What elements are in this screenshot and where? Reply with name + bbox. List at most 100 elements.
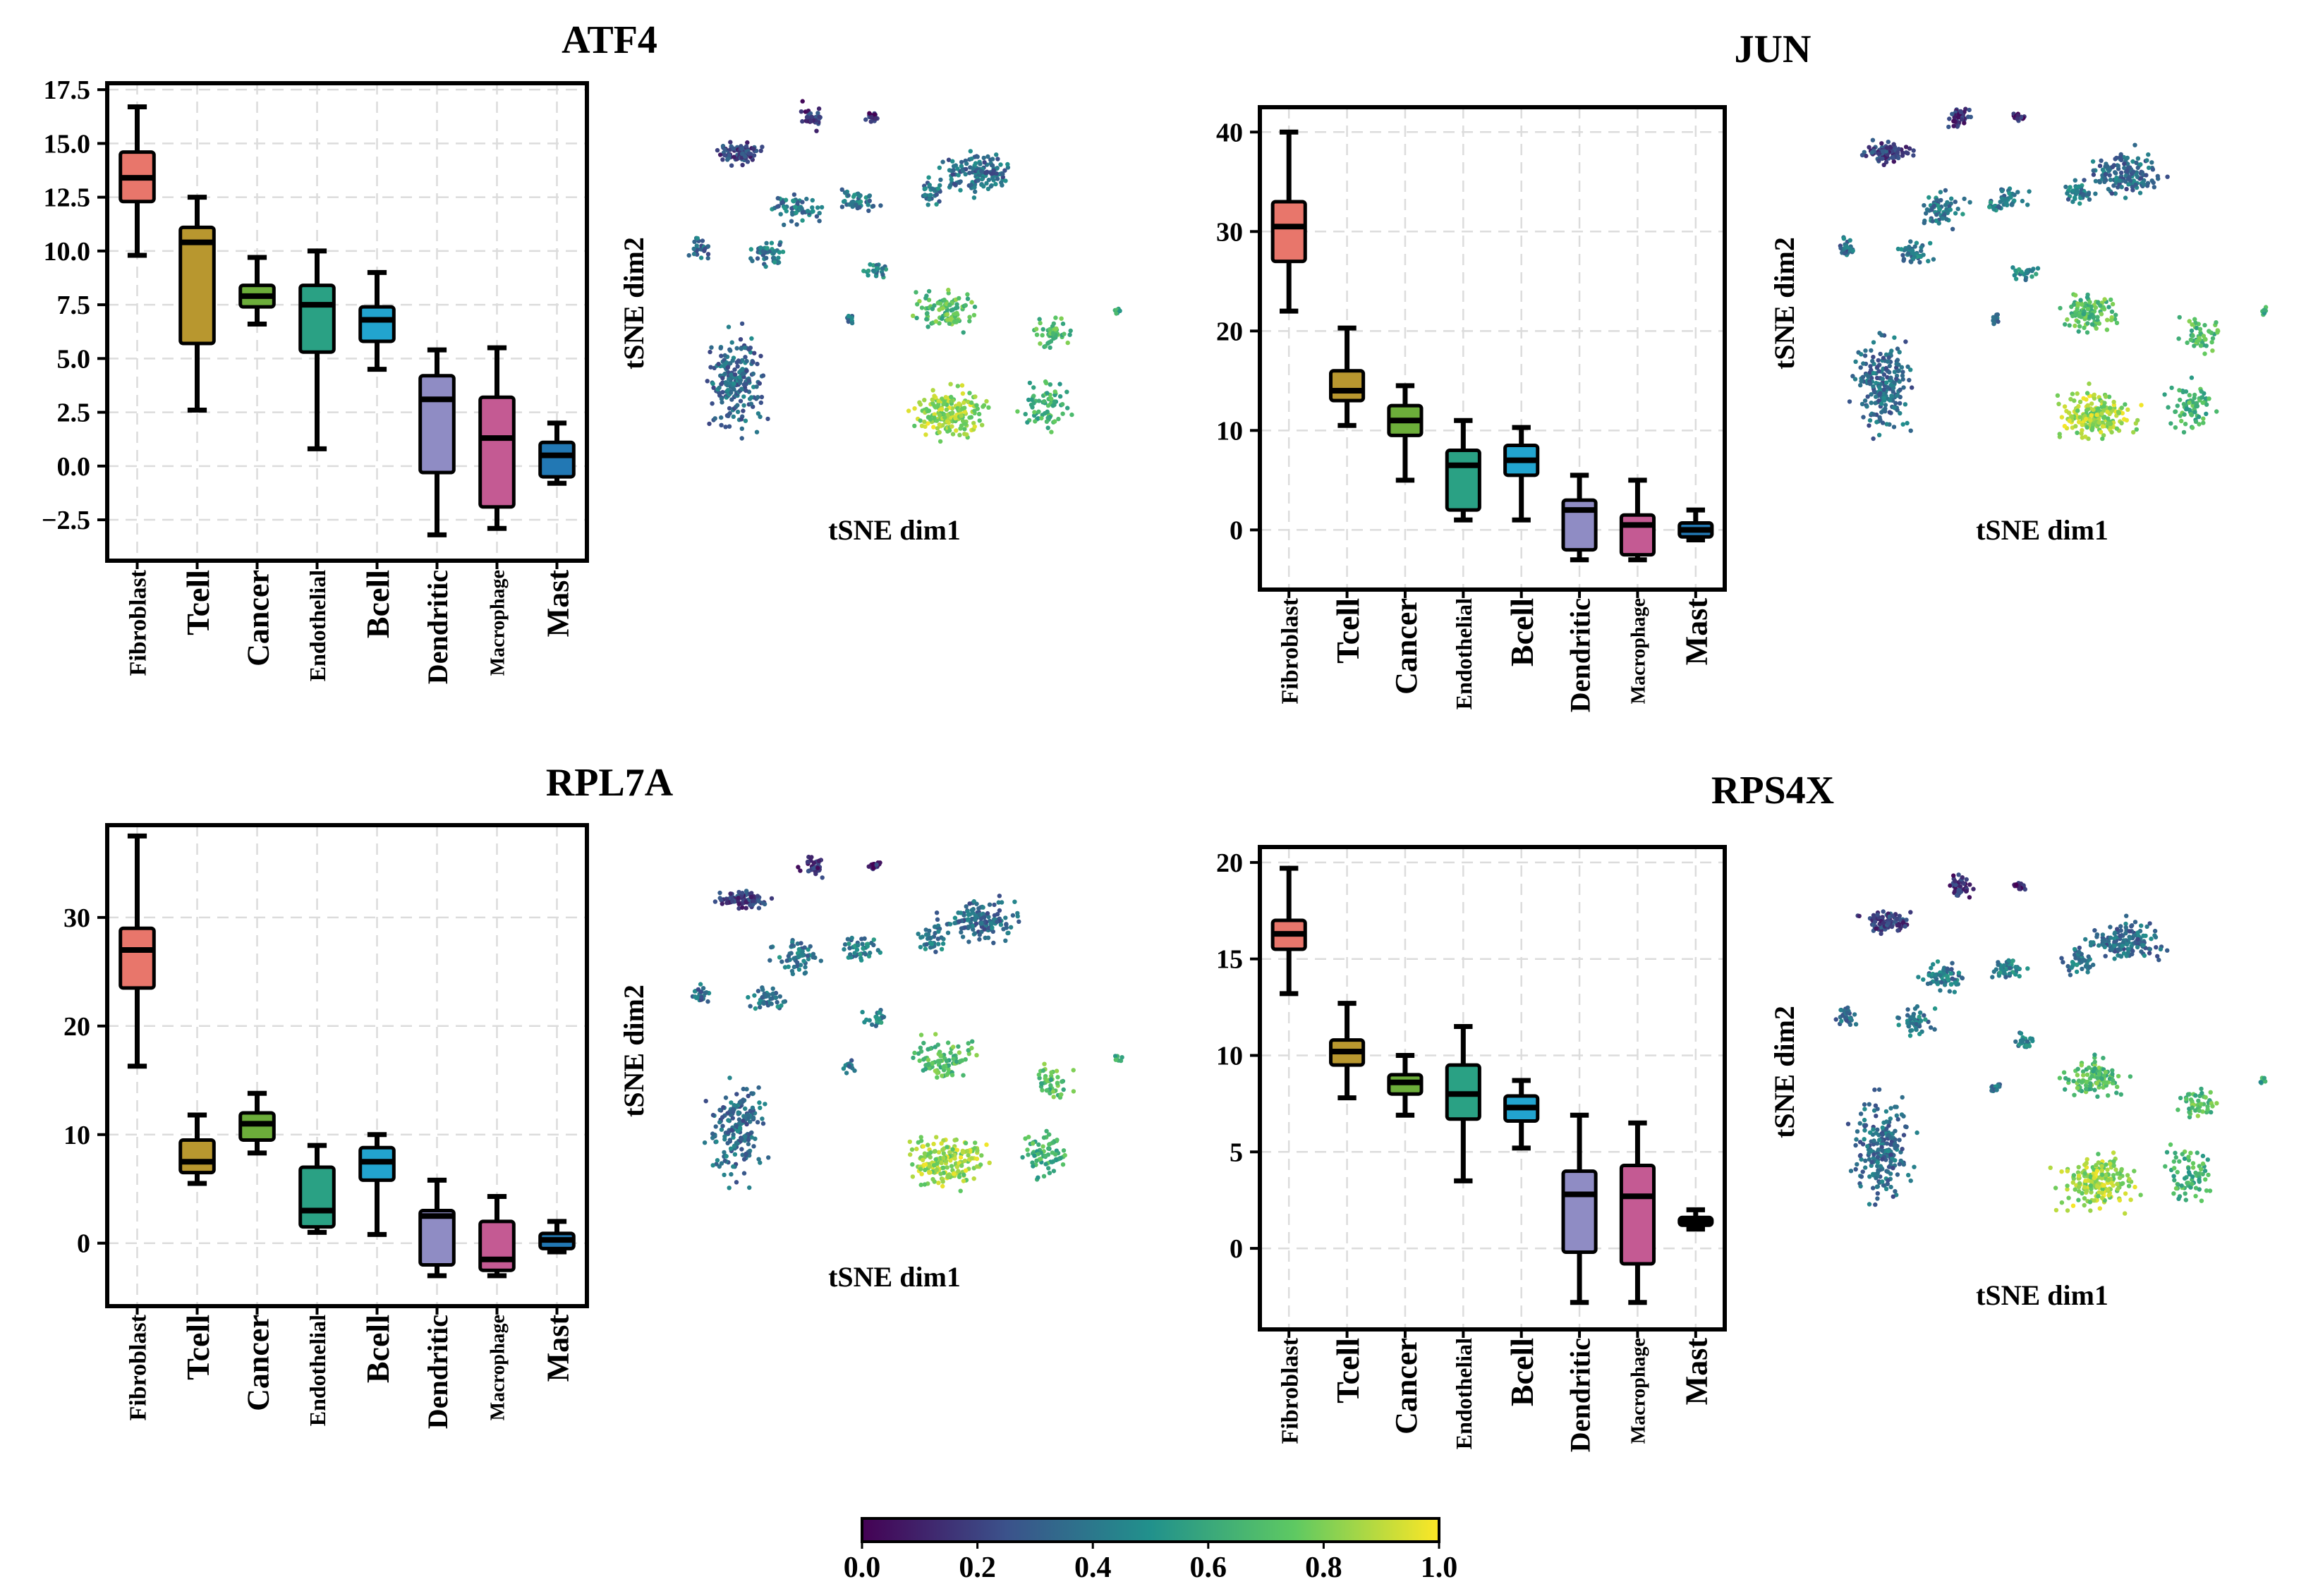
tsne-point <box>1888 145 1893 150</box>
tsne-point <box>714 1139 719 1145</box>
tsne-point <box>2017 974 2022 979</box>
box-fibroblast <box>1270 865 1307 997</box>
tsne-point <box>2187 393 2192 398</box>
tsne-point <box>2092 1088 2097 1092</box>
tsne-point <box>741 408 746 413</box>
tsne-point <box>2013 276 2019 281</box>
tsne-point <box>705 244 711 249</box>
tsne-point <box>2062 404 2068 409</box>
x-tick-label: Bcell <box>360 570 396 638</box>
tsne-point <box>1869 392 1874 397</box>
tsne-point <box>737 1121 743 1126</box>
tsne-point <box>1903 924 1907 929</box>
tsne-point <box>756 411 761 416</box>
tsne-point <box>2135 156 2141 161</box>
tsne-point <box>728 1146 734 1151</box>
tsne-point <box>976 411 982 417</box>
axes-frame <box>105 81 589 563</box>
tsne-point <box>976 178 981 183</box>
tsne-point <box>940 396 945 401</box>
tsne-point <box>951 1044 956 1049</box>
tsne-point <box>2081 1073 2086 1078</box>
tsne-point <box>879 1020 884 1025</box>
tsne-point <box>2071 1173 2077 1178</box>
tsne-point <box>1921 977 1926 982</box>
tsne-point <box>1862 1128 1867 1133</box>
tsne-point <box>942 298 947 303</box>
tsne-point <box>739 1147 744 1152</box>
tsne-point <box>2091 407 2096 413</box>
tsne-point <box>768 997 773 1001</box>
tsne-point <box>2208 1090 2213 1095</box>
tsne-point <box>1029 397 1034 402</box>
tsne-point <box>1934 212 1939 217</box>
y-tick-label: 0 <box>1230 1234 1243 1264</box>
tsne-point <box>1895 358 1900 363</box>
tsne-point <box>2006 958 2011 963</box>
tsne-point <box>2067 418 2072 423</box>
tsne-point <box>974 403 979 408</box>
tsne-point <box>949 177 954 182</box>
tsne-ylabel: tSNE dim2 <box>1768 237 1800 370</box>
tsne-point <box>2082 1202 2087 1208</box>
tsne-point <box>1874 375 1880 381</box>
tsne-point <box>705 379 710 384</box>
tsne-point <box>1899 365 1905 370</box>
tsne-point <box>2079 431 2084 436</box>
tsne-point <box>769 896 775 901</box>
tsne-point <box>1960 875 1965 880</box>
tsne-point <box>991 940 996 946</box>
tsne-point <box>1941 970 1946 976</box>
tsne-point <box>942 415 947 420</box>
tsne-point <box>1895 368 1901 374</box>
tsne-point <box>938 1171 943 1176</box>
tsne-point <box>2113 1167 2118 1172</box>
x-tick-label: Cancer <box>241 1315 275 1411</box>
tsne-point <box>757 381 763 386</box>
tsne-point <box>1003 915 1008 920</box>
tsne-point <box>1036 416 1041 421</box>
x-tick-label: Dendritic <box>1564 1338 1596 1452</box>
tsne-point <box>932 1149 937 1154</box>
tsne-point <box>1055 1080 1060 1086</box>
tsne-point <box>918 1138 924 1143</box>
tsne-point <box>1928 240 1933 245</box>
tsne-point <box>734 1092 739 1097</box>
tsne-point <box>932 925 937 930</box>
tsne-point <box>1898 410 1903 416</box>
tsne-point <box>2147 921 2152 926</box>
tsne-point <box>2192 343 2197 348</box>
box-dendritic <box>418 347 456 537</box>
tsne-point <box>914 1146 919 1152</box>
tsne-point <box>2107 166 2112 172</box>
tsne-ylabel: tSNE dim2 <box>1768 1006 1800 1138</box>
tsne-point <box>764 240 769 245</box>
tsne-point <box>1880 420 1886 425</box>
tsne-point <box>2138 162 2143 167</box>
tsne-point <box>1895 346 1900 351</box>
tsne-point <box>742 345 747 351</box>
tsne-point <box>2122 162 2127 166</box>
tsne-point <box>972 408 977 413</box>
tsne-point <box>756 898 761 904</box>
tsne-point <box>2114 175 2119 181</box>
tsne-point <box>2214 320 2219 325</box>
tsne-point <box>960 934 966 939</box>
tsne-point <box>1048 1083 1053 1088</box>
tsne-point <box>948 317 953 322</box>
tsne-point <box>1914 1021 1919 1027</box>
tsne-point <box>1876 1087 1882 1092</box>
tsne-point <box>802 971 808 976</box>
tsne-point <box>2065 1187 2070 1192</box>
tsne-point <box>951 1056 956 1061</box>
tsne-point <box>702 248 707 253</box>
tsne-point <box>739 146 744 151</box>
tsne-point <box>2119 1181 2124 1187</box>
tsne-point <box>1908 428 1913 433</box>
tsne-point <box>1047 1171 1052 1176</box>
tsne-point <box>867 198 873 203</box>
tsne-point <box>1859 401 1865 407</box>
tsne-point <box>724 360 729 365</box>
tsne-point <box>2127 1176 2132 1182</box>
tsne-point <box>1919 245 1924 250</box>
